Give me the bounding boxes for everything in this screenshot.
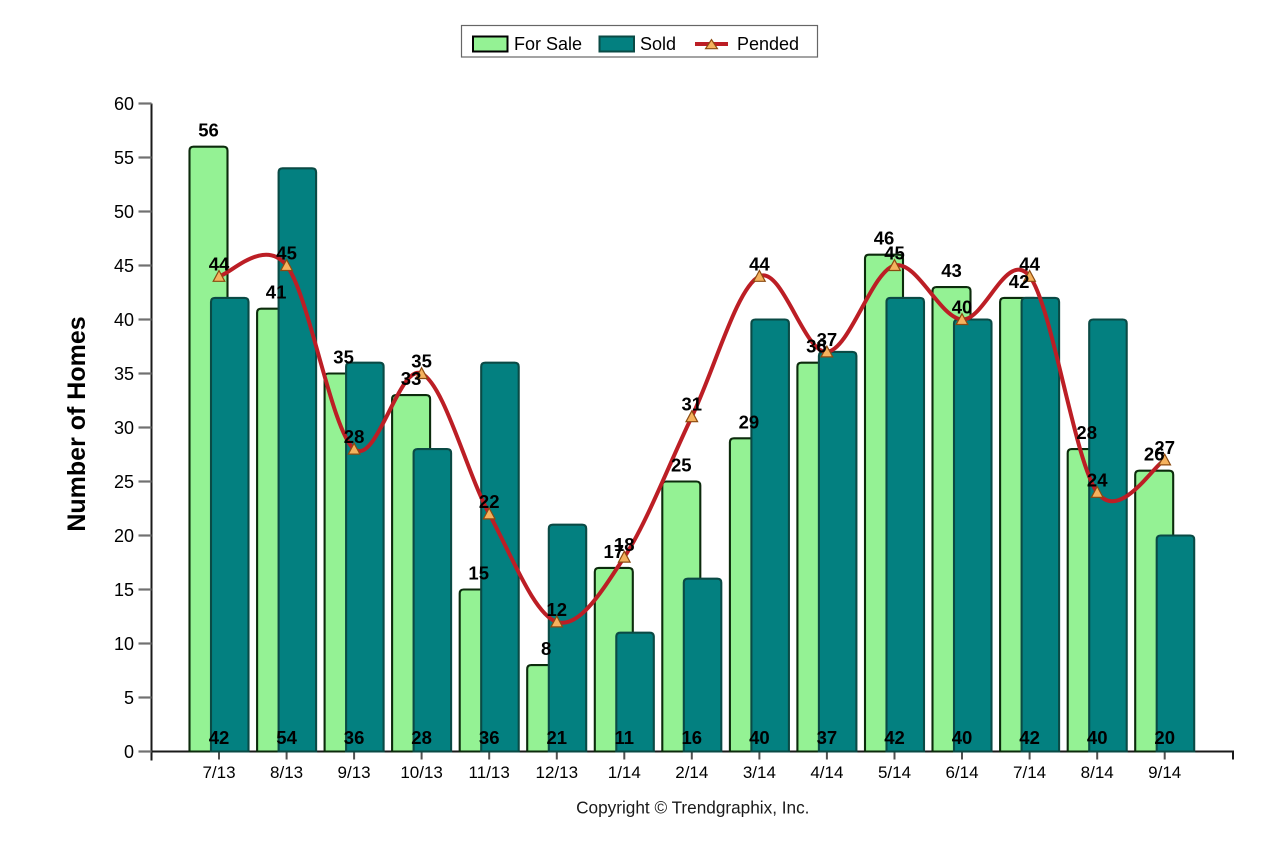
svg-text:40: 40 xyxy=(114,310,134,330)
svg-text:30: 30 xyxy=(114,418,134,438)
svg-text:37: 37 xyxy=(817,727,838,748)
svg-text:10: 10 xyxy=(114,634,134,654)
svg-text:43: 43 xyxy=(941,260,962,281)
svg-text:24: 24 xyxy=(1087,469,1108,490)
svg-text:28: 28 xyxy=(344,426,365,447)
svg-text:5: 5 xyxy=(124,688,134,708)
svg-text:44: 44 xyxy=(209,253,230,274)
svg-text:44: 44 xyxy=(1019,253,1040,274)
svg-text:15: 15 xyxy=(468,563,489,584)
svg-text:12: 12 xyxy=(547,599,568,620)
svg-text:Pended: Pended xyxy=(737,34,799,54)
svg-text:15: 15 xyxy=(114,580,134,600)
svg-text:45: 45 xyxy=(276,243,297,264)
svg-text:56: 56 xyxy=(198,120,219,141)
svg-text:36: 36 xyxy=(479,727,500,748)
svg-text:22: 22 xyxy=(479,491,500,512)
svg-text:44: 44 xyxy=(749,253,770,274)
svg-text:20: 20 xyxy=(1154,727,1175,748)
svg-text:60: 60 xyxy=(114,94,134,114)
svg-text:7/13: 7/13 xyxy=(202,763,235,782)
svg-text:Copyright © Trendgraphix, Inc.: Copyright © Trendgraphix, Inc. xyxy=(576,798,809,818)
svg-text:11: 11 xyxy=(615,727,635,748)
svg-text:0: 0 xyxy=(124,742,134,762)
svg-text:54: 54 xyxy=(276,727,297,748)
svg-text:42: 42 xyxy=(1009,271,1030,292)
svg-text:26: 26 xyxy=(1144,444,1165,465)
svg-text:37: 37 xyxy=(817,329,838,350)
svg-text:For Sale: For Sale xyxy=(514,34,582,54)
svg-text:42: 42 xyxy=(209,727,230,748)
svg-text:33: 33 xyxy=(401,368,422,389)
svg-text:25: 25 xyxy=(671,455,692,476)
svg-text:Sold: Sold xyxy=(640,34,676,54)
svg-text:4/14: 4/14 xyxy=(810,763,843,782)
svg-text:50: 50 xyxy=(114,202,134,222)
svg-text:6/14: 6/14 xyxy=(945,763,978,782)
svg-text:27: 27 xyxy=(1154,437,1175,458)
svg-text:Number of Homes: Number of Homes xyxy=(63,316,91,531)
svg-text:25: 25 xyxy=(114,472,134,492)
svg-text:28: 28 xyxy=(1076,422,1097,443)
svg-text:46: 46 xyxy=(874,228,895,249)
svg-text:17: 17 xyxy=(604,541,625,562)
svg-text:9/13: 9/13 xyxy=(338,763,371,782)
svg-text:35: 35 xyxy=(114,364,134,384)
svg-text:31: 31 xyxy=(682,394,703,415)
svg-text:35: 35 xyxy=(411,351,432,372)
svg-text:40: 40 xyxy=(1087,727,1108,748)
svg-text:11/13: 11/13 xyxy=(469,763,510,782)
svg-text:21: 21 xyxy=(547,727,568,748)
svg-text:12/13: 12/13 xyxy=(536,763,579,782)
svg-text:40: 40 xyxy=(749,727,770,748)
svg-text:36: 36 xyxy=(806,336,827,357)
svg-text:42: 42 xyxy=(884,727,905,748)
svg-text:7/14: 7/14 xyxy=(1013,763,1046,782)
svg-text:3/14: 3/14 xyxy=(743,763,776,782)
svg-text:36: 36 xyxy=(344,727,365,748)
svg-text:18: 18 xyxy=(614,534,635,555)
svg-text:8/14: 8/14 xyxy=(1081,763,1114,782)
svg-text:45: 45 xyxy=(884,243,905,264)
svg-text:42: 42 xyxy=(1019,727,1040,748)
svg-text:9/14: 9/14 xyxy=(1148,763,1181,782)
svg-text:40: 40 xyxy=(952,727,973,748)
svg-text:29: 29 xyxy=(739,411,760,432)
svg-text:8: 8 xyxy=(541,638,551,659)
svg-text:1/14: 1/14 xyxy=(608,763,641,782)
svg-text:2/14: 2/14 xyxy=(675,763,708,782)
svg-text:16: 16 xyxy=(682,727,703,748)
svg-text:41: 41 xyxy=(266,282,287,303)
svg-text:45: 45 xyxy=(114,256,134,276)
svg-text:20: 20 xyxy=(114,526,134,546)
svg-text:8/13: 8/13 xyxy=(270,763,303,782)
svg-text:40: 40 xyxy=(952,297,973,318)
svg-text:28: 28 xyxy=(411,727,432,748)
svg-text:10/13: 10/13 xyxy=(400,763,443,782)
svg-text:55: 55 xyxy=(114,148,134,168)
svg-text:35: 35 xyxy=(333,347,354,368)
svg-text:5/14: 5/14 xyxy=(878,763,911,782)
